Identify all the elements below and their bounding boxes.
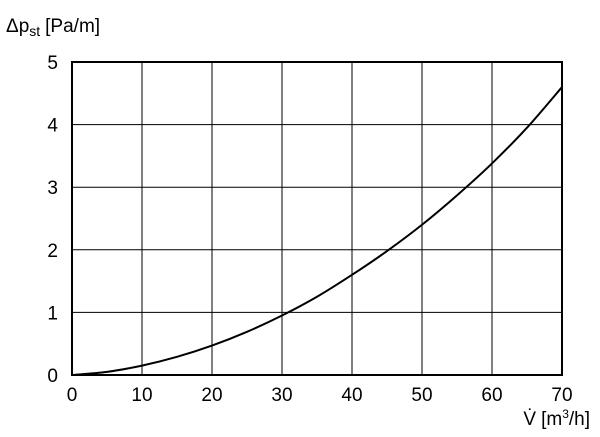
x-tick-label: 20	[201, 385, 222, 406]
x-tick-label: 40	[341, 385, 362, 406]
series-line	[71, 86, 563, 376]
y-tick-label: 0	[47, 366, 58, 387]
x-axis-unit-suffix: /h]	[569, 409, 590, 430]
tick-labels: 0 10 20 30 40 50 60 70 0 1 2 3 4 5	[47, 53, 572, 406]
x-axis-unit-superscript: 3	[562, 407, 569, 421]
series-group	[71, 86, 563, 376]
y-axis-subscript: st	[29, 23, 40, 39]
x-tick-label: 70	[551, 385, 572, 406]
x-axis-label: V̇ [m3/h]	[523, 407, 590, 430]
y-tick-label: 5	[47, 53, 58, 74]
x-tick-label: 60	[481, 385, 502, 406]
y-tick-label: 3	[47, 178, 58, 199]
y-tick-label: 1	[47, 303, 58, 324]
x-axis-unit-prefix: [m	[541, 409, 562, 430]
x-tick-label: 10	[131, 385, 152, 406]
y-axis-unit: [Pa/m]	[45, 16, 100, 37]
x-tick-label: 0	[67, 385, 78, 406]
x-axis-symbol: V̇	[523, 409, 536, 430]
y-tick-label: 4	[47, 116, 58, 137]
x-tick-label: 30	[271, 385, 292, 406]
x-tick-label: 50	[411, 385, 432, 406]
grid	[72, 62, 562, 375]
y-tick-label: 2	[47, 241, 58, 262]
y-axis-symbol: Δp	[6, 16, 29, 37]
y-axis-label: Δpst [Pa/m]	[6, 16, 100, 39]
plot-frame	[71, 61, 563, 376]
